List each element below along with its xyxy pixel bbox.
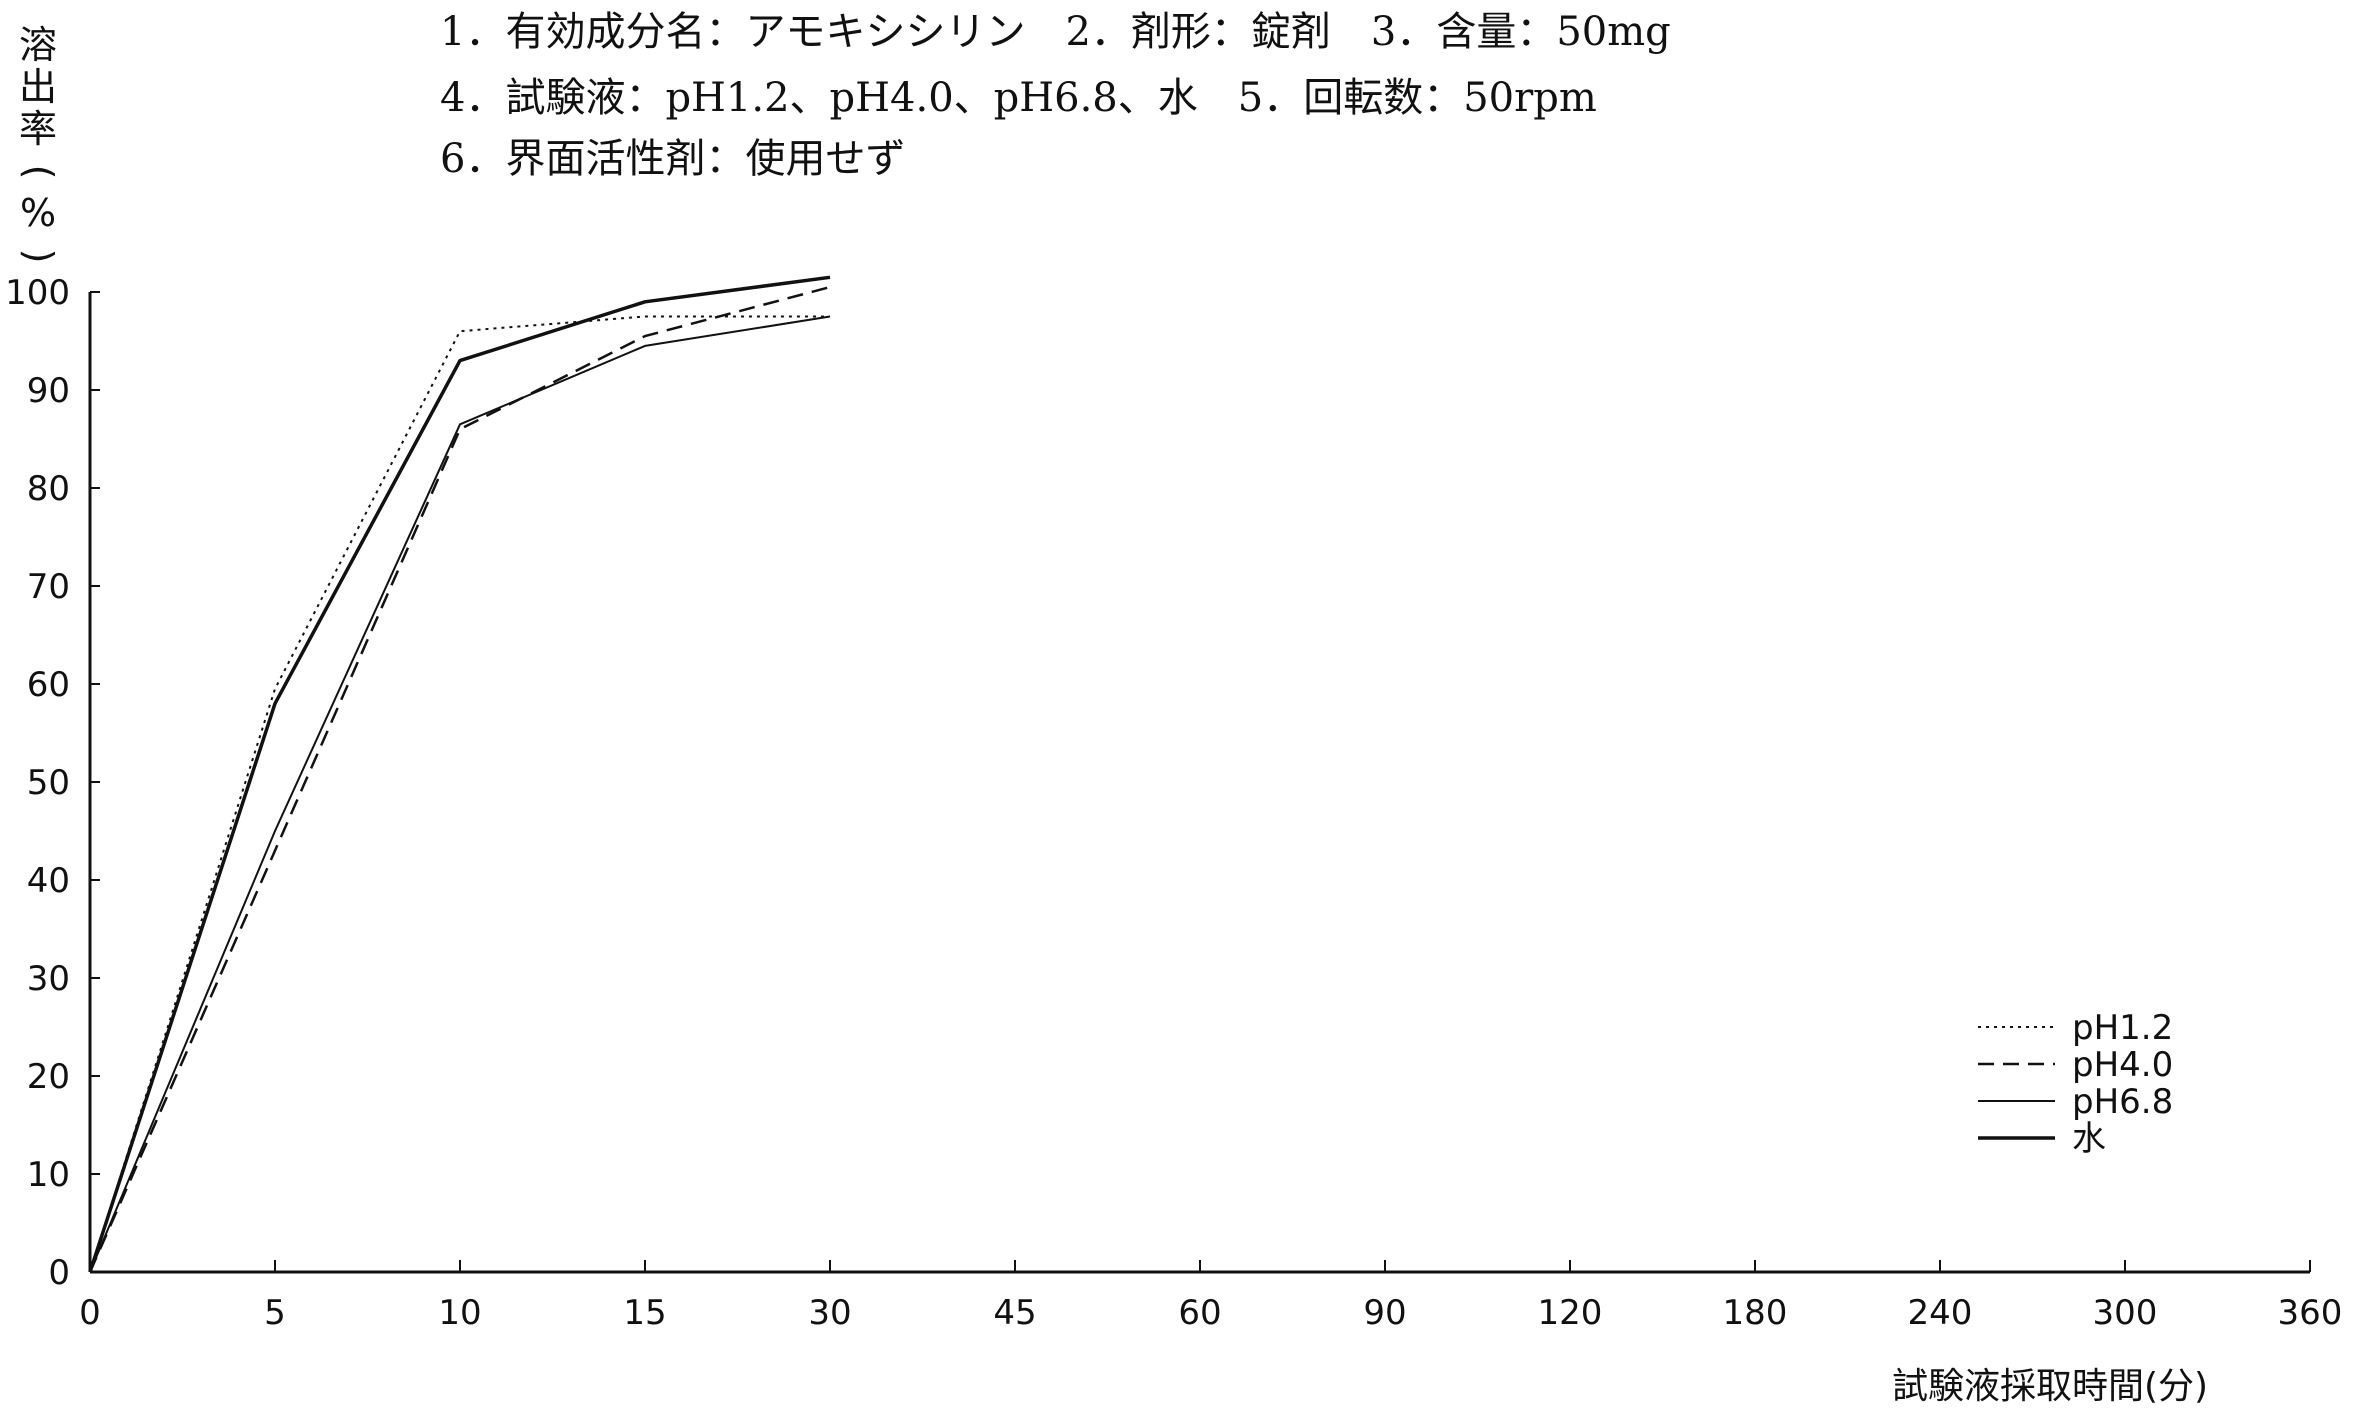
y-tick-label: 30: [27, 959, 70, 999]
x-tick-label: 0: [79, 1293, 101, 1333]
y-tick-label: 80: [27, 469, 70, 509]
x-tick-label: 10: [438, 1293, 481, 1333]
y-tick-label: 10: [27, 1155, 70, 1195]
conditions-line-2: 4．試験液：pH1.2、pH4.0、pH6.8、水 5．回転数：50rpm: [440, 75, 1597, 121]
x-tick-label: 60: [1178, 1293, 1221, 1333]
y-tick-label: 90: [27, 371, 70, 411]
legend-label: 水: [2072, 1119, 2106, 1159]
y-tick-label: 60: [27, 665, 70, 705]
legend-label: pH6.8: [2072, 1082, 2173, 1122]
x-tick-label: 240: [1908, 1293, 1973, 1333]
x-tick-label: 45: [993, 1293, 1036, 1333]
x-tick-label: 90: [1363, 1293, 1406, 1333]
x-tick-label: 300: [2093, 1293, 2158, 1333]
series-line-0: [89, 315, 830, 1273]
x-tick-label: 360: [2278, 1293, 2343, 1333]
data-series: [88, 275, 831, 1273]
x-axis-title: 試験液採取時間(分): [1892, 1366, 2208, 1407]
x-tick-label: 30: [808, 1293, 851, 1333]
y-axis-title-char: %: [20, 191, 56, 235]
y-tick-label: 100: [5, 273, 70, 313]
y-axis-title-char: ): [17, 249, 61, 264]
x-tick-label: 180: [1723, 1293, 1788, 1333]
y-tick-label: 70: [27, 567, 70, 607]
legend-label: pH1.2: [2072, 1008, 2173, 1048]
x-tick-label: 120: [1538, 1293, 1603, 1333]
x-tick-label: 5: [264, 1293, 286, 1333]
y-axis-title-char: 出: [19, 65, 57, 109]
conditions-line-1: 1．有効成分名：アモキシシリン 2．剤形：錠剤 3．含量：50mg: [440, 9, 1671, 55]
y-tick-label: 0: [48, 1253, 70, 1293]
y-tick-label: 40: [27, 861, 70, 901]
axes: [88, 292, 2310, 1274]
series-line-1: [88, 285, 831, 1273]
series-line-2: [89, 315, 831, 1273]
y-axis-title-char: 率: [19, 107, 57, 151]
y-tick-label: 20: [27, 1057, 70, 1097]
x-tick-label: 15: [623, 1293, 666, 1333]
y-tick-label: 50: [27, 763, 70, 803]
test-conditions: 1．有効成分名：アモキシシリン 2．剤形：錠剤 3．含量：50mg 4．試験液：…: [440, 9, 1671, 182]
y-axis-title-char: (: [17, 165, 61, 180]
y-axis-title-char: 溶: [19, 23, 57, 67]
y-axis-ticks: 0 10 20 30 40 50 60 70 80 90 100: [5, 273, 100, 1293]
legend-label: pH4.0: [2072, 1045, 2173, 1085]
conditions-line-3: 6．界面活性剤：使用せず: [440, 136, 905, 182]
x-axis-ticks: 0 5 10 15 30 45 60 90 120 180 240 300 360: [79, 1260, 2342, 1333]
y-axis-title: 溶出率 (%): [17, 23, 61, 263]
series-line-3: [88, 275, 831, 1273]
